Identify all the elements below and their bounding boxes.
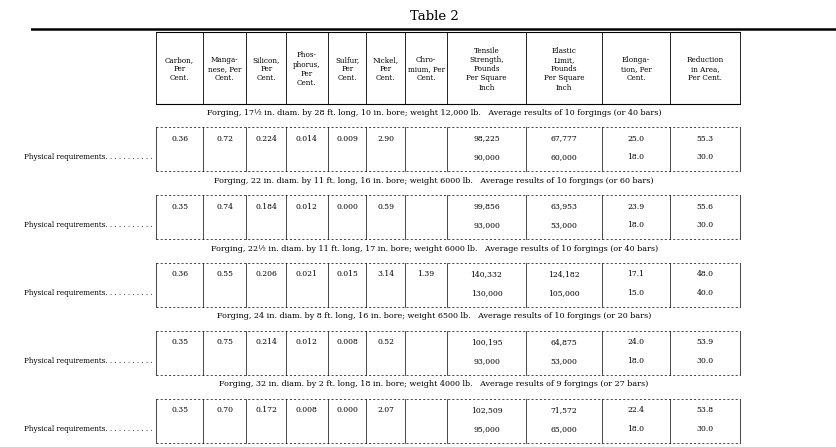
- Text: 130,000: 130,000: [470, 289, 502, 297]
- Text: 30.0: 30.0: [696, 153, 713, 161]
- Text: 0.014: 0.014: [296, 135, 318, 143]
- Text: Sulfur,
Per
Cent.: Sulfur, Per Cent.: [334, 56, 359, 83]
- Text: 0.75: 0.75: [216, 338, 233, 346]
- Text: 63,953: 63,953: [550, 202, 577, 211]
- Text: 0.36: 0.36: [171, 135, 188, 143]
- Text: Chro-
mium, Per
Cent.: Chro- mium, Per Cent.: [407, 56, 444, 83]
- Text: Physical requirements. . . . . . . . . . .: Physical requirements. . . . . . . . . .…: [23, 289, 152, 297]
- Text: Physical requirements. . . . . . . . . . .: Physical requirements. . . . . . . . . .…: [23, 425, 152, 433]
- Text: 55.3: 55.3: [696, 135, 713, 143]
- Text: 0.184: 0.184: [255, 202, 277, 211]
- Text: 0.72: 0.72: [216, 135, 233, 143]
- Text: 18.0: 18.0: [627, 425, 644, 433]
- Text: 53.8: 53.8: [696, 406, 713, 414]
- Text: 140,332: 140,332: [470, 270, 502, 278]
- Text: 0.59: 0.59: [377, 202, 394, 211]
- Text: Carbon,
Per
Cent.: Carbon, Per Cent.: [165, 56, 194, 83]
- Text: 18.0: 18.0: [627, 357, 644, 365]
- Text: 99,856: 99,856: [472, 202, 499, 211]
- Text: Forging, 22 in. diam. by 11 ft. long, 16 in. bore; weight 6000 lb.   Average res: Forging, 22 in. diam. by 11 ft. long, 16…: [214, 177, 653, 185]
- Text: 0.214: 0.214: [255, 338, 277, 346]
- Text: 0.74: 0.74: [216, 202, 233, 211]
- Text: Table 2: Table 2: [410, 10, 458, 23]
- Text: Nickel,
Per
Cent.: Nickel, Per Cent.: [372, 56, 398, 83]
- Text: 3.14: 3.14: [377, 270, 394, 278]
- Text: 23.9: 23.9: [627, 202, 644, 211]
- Text: 0.000: 0.000: [336, 202, 358, 211]
- Text: 40.0: 40.0: [696, 289, 713, 297]
- Text: 15.0: 15.0: [627, 289, 644, 297]
- Text: Physical requirements. . . . . . . . . . .: Physical requirements. . . . . . . . . .…: [23, 357, 152, 365]
- Text: 0.012: 0.012: [296, 338, 318, 346]
- Text: Forging, 32 in. diam. by 2 ft. long, 18 in. bore; weight 4000 lb.   Average resu: Forging, 32 in. diam. by 2 ft. long, 18 …: [219, 380, 648, 388]
- Text: 2.90: 2.90: [377, 135, 394, 143]
- Text: Forging, 22½ in. diam. by 11 ft. long, 17 in. bore; weight 6000 lb.   Average re: Forging, 22½ in. diam. by 11 ft. long, 1…: [211, 245, 657, 253]
- Text: 53,000: 53,000: [550, 357, 577, 365]
- Text: 0.021: 0.021: [296, 270, 318, 278]
- Text: 60,000: 60,000: [550, 153, 577, 161]
- Text: 17.1: 17.1: [627, 270, 644, 278]
- Text: Forging, 24 in. diam. by 8 ft. long, 16 in. bore; weight 6500 lb.   Average resu: Forging, 24 in. diam. by 8 ft. long, 16 …: [217, 312, 650, 320]
- Text: 93,000: 93,000: [472, 357, 499, 365]
- Text: 25.0: 25.0: [627, 135, 644, 143]
- Text: Silicon,
Per
Cent.: Silicon, Per Cent.: [252, 56, 279, 83]
- Text: Reduction
in Area,
Per Cent.: Reduction in Area, Per Cent.: [686, 56, 723, 83]
- Text: 64,875: 64,875: [550, 338, 577, 346]
- Text: 0.009: 0.009: [336, 135, 358, 143]
- Text: 105,000: 105,000: [548, 289, 579, 297]
- Text: 0.36: 0.36: [171, 270, 188, 278]
- Text: 65,000: 65,000: [550, 425, 577, 433]
- Text: 24.0: 24.0: [627, 338, 644, 346]
- Text: 30.0: 30.0: [696, 357, 713, 365]
- Text: 0.008: 0.008: [336, 338, 358, 346]
- Text: 0.012: 0.012: [296, 202, 318, 211]
- Text: 124,182: 124,182: [548, 270, 579, 278]
- Text: 0.35: 0.35: [171, 202, 188, 211]
- Text: Forging, 17½ in. diam. by 28 ft. long, 10 in. bore; weight 12,000 lb.   Average : Forging, 17½ in. diam. by 28 ft. long, 1…: [206, 109, 660, 117]
- Text: 0.015: 0.015: [336, 270, 358, 278]
- Text: 0.35: 0.35: [171, 338, 188, 346]
- Text: 0.008: 0.008: [296, 406, 318, 414]
- Text: 100,195: 100,195: [470, 338, 502, 346]
- Text: 93,000: 93,000: [472, 221, 499, 229]
- Text: 0.55: 0.55: [216, 270, 233, 278]
- Text: Physical requirements. . . . . . . . . . .: Physical requirements. . . . . . . . . .…: [23, 221, 152, 229]
- Text: 18.0: 18.0: [627, 153, 644, 161]
- Text: 0.35: 0.35: [171, 406, 188, 414]
- Text: 0.172: 0.172: [255, 406, 277, 414]
- Text: 30.0: 30.0: [696, 221, 713, 229]
- Text: 55.6: 55.6: [696, 202, 713, 211]
- Text: 53.9: 53.9: [696, 338, 713, 346]
- Text: 2.07: 2.07: [377, 406, 394, 414]
- Text: 0.206: 0.206: [255, 270, 277, 278]
- Text: Elonga-
tion, Per
Cent.: Elonga- tion, Per Cent.: [619, 56, 650, 83]
- Text: 0.224: 0.224: [255, 135, 277, 143]
- Text: Elastic
Limit,
Pounds
Per Square
Inch: Elastic Limit, Pounds Per Square Inch: [543, 47, 584, 92]
- Text: Physical requirements. . . . . . . . . . .: Physical requirements. . . . . . . . . .…: [23, 153, 152, 161]
- Text: 30.0: 30.0: [696, 425, 713, 433]
- Text: 0.70: 0.70: [216, 406, 233, 414]
- Text: Phos-
phorus,
Per
Cent.: Phos- phorus, Per Cent.: [293, 51, 320, 87]
- Text: 0.52: 0.52: [377, 338, 394, 346]
- Text: 71,572: 71,572: [550, 406, 577, 414]
- Text: Tensile
Strength,
Pounds
Per Square
Inch: Tensile Strength, Pounds Per Square Inch: [466, 47, 506, 92]
- Text: Manga-
nese, Per
Cent.: Manga- nese, Per Cent.: [208, 56, 241, 83]
- Text: 98,225: 98,225: [472, 135, 499, 143]
- Text: 22.4: 22.4: [627, 406, 644, 414]
- Text: 67,777: 67,777: [550, 135, 577, 143]
- Text: 18.0: 18.0: [627, 221, 644, 229]
- Text: 53,000: 53,000: [550, 221, 577, 229]
- Text: 90,000: 90,000: [472, 153, 499, 161]
- Text: 102,509: 102,509: [470, 406, 502, 414]
- Text: 48.0: 48.0: [696, 270, 713, 278]
- Text: 0.000: 0.000: [336, 406, 358, 414]
- Text: 1.39: 1.39: [417, 270, 434, 278]
- Text: 95,000: 95,000: [472, 425, 499, 433]
